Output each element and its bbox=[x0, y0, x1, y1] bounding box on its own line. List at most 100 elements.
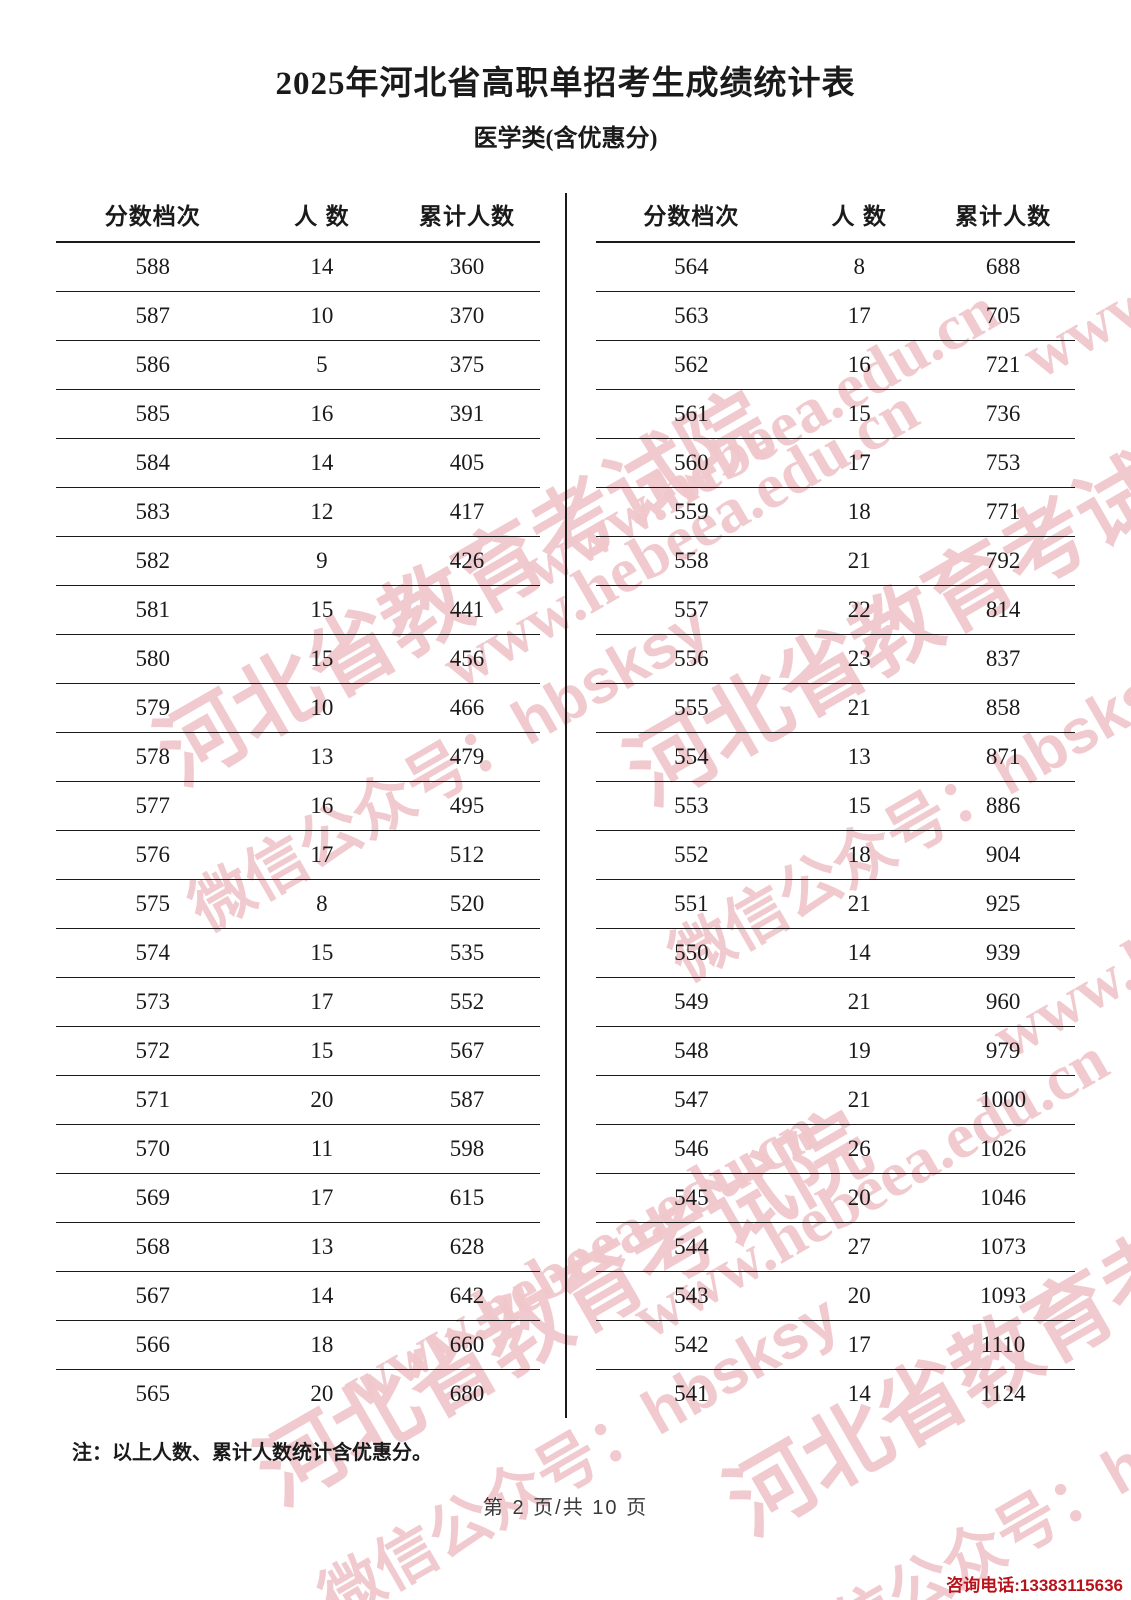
cumulative-cell: 814 bbox=[931, 585, 1075, 635]
score-cell: 566 bbox=[56, 1320, 250, 1370]
cumulative-cell: 466 bbox=[394, 683, 540, 733]
cumulative-cell: 1124 bbox=[980, 1381, 1026, 1406]
cumulative-cell: 391 bbox=[394, 389, 540, 439]
table-header-row: 分数档次 人 数 累计人数 bbox=[56, 193, 540, 242]
table-row: 547 21 1000 bbox=[595, 1075, 1075, 1125]
count-cell: 15 bbox=[249, 634, 395, 684]
table-row: 560 17 753 bbox=[595, 438, 1075, 488]
score-cell: 561 bbox=[595, 389, 788, 439]
cumulative-cell: 1073 bbox=[931, 1222, 1075, 1272]
count-cell: 27 bbox=[787, 1222, 932, 1272]
cumulative-cell: 1046 bbox=[931, 1173, 1075, 1223]
table-row: 575 8 520 bbox=[56, 879, 540, 929]
score-cell: 557 bbox=[595, 585, 788, 635]
table-row: 551 21 925 bbox=[595, 879, 1075, 929]
table-row: 550 14 939 bbox=[595, 928, 1075, 978]
table-row: 584 14 405 bbox=[56, 438, 540, 488]
cumulative-cell: 426 bbox=[394, 536, 540, 586]
score-cell: 573 bbox=[56, 977, 250, 1027]
score-table-left: 分数档次 人 数 累计人数 588 14 360 587 10 370 586 5 375 585… bbox=[56, 193, 540, 1418]
table-row: 568 13 628 bbox=[56, 1222, 540, 1272]
count-cell: 15 bbox=[787, 389, 932, 439]
count-cell: 9 bbox=[249, 536, 395, 586]
page-title: 2025年河北省高职单招考生成绩统计表 bbox=[275, 66, 856, 102]
table-row: 557 22 814 bbox=[595, 585, 1075, 635]
cumulative-cell: 1093 bbox=[931, 1271, 1075, 1321]
score-cell: 551 bbox=[595, 879, 788, 929]
cumulative-cell: 567 bbox=[394, 1026, 540, 1076]
cumulative-cell: 705 bbox=[931, 291, 1075, 341]
cumulative-cell: 660 bbox=[394, 1320, 540, 1370]
count-cell: 18 bbox=[249, 1320, 395, 1370]
score-cell: 543 bbox=[595, 1271, 788, 1321]
page-indicator: 第 2 页/共 10 页 bbox=[482, 1497, 649, 1519]
score-cell: 571 bbox=[56, 1075, 250, 1125]
table-row: 567 14 642 bbox=[56, 1271, 540, 1321]
score-cell: 565 bbox=[135, 1381, 170, 1406]
table-row: 561 15 736 bbox=[595, 389, 1075, 439]
score-cell: 570 bbox=[56, 1124, 250, 1174]
count-cell: 11 bbox=[249, 1124, 395, 1174]
count-cell: 10 bbox=[249, 683, 395, 733]
score-cell: 545 bbox=[595, 1173, 788, 1223]
table-row: 543 20 1093 bbox=[595, 1271, 1075, 1321]
score-cell: 574 bbox=[56, 928, 250, 978]
table-row: 559 18 771 bbox=[595, 487, 1075, 537]
count-cell: 13 bbox=[787, 732, 932, 782]
cumulative-cell: 417 bbox=[394, 487, 540, 537]
count-cell: 16 bbox=[249, 389, 395, 439]
count-cell: 20 bbox=[310, 1381, 334, 1406]
score-cell: 588 bbox=[56, 242, 250, 292]
cumulative-cell: 736 bbox=[931, 389, 1075, 439]
score-cell: 582 bbox=[56, 536, 250, 586]
table-row: 548 19 979 bbox=[595, 1026, 1075, 1076]
score-cell: 549 bbox=[595, 977, 788, 1027]
cumulative-cell: 939 bbox=[931, 928, 1075, 978]
cumulative-cell: 587 bbox=[394, 1075, 540, 1125]
cumulative-cell: 1110 bbox=[931, 1320, 1075, 1370]
table-row: 578 13 479 bbox=[56, 732, 540, 782]
count-cell: 12 bbox=[249, 487, 395, 537]
column-header-score: 分数档次 bbox=[643, 203, 740, 229]
score-cell: 550 bbox=[595, 928, 788, 978]
table-row: 565 20 680 bbox=[56, 1370, 540, 1419]
table-row: 566 18 660 bbox=[56, 1320, 540, 1370]
count-cell: 23 bbox=[787, 634, 932, 684]
table-row: 580 15 456 bbox=[56, 634, 540, 684]
count-cell: 13 bbox=[249, 732, 395, 782]
count-cell: 15 bbox=[249, 928, 395, 978]
score-cell: 585 bbox=[56, 389, 250, 439]
table-row: 586 5 375 bbox=[56, 340, 540, 390]
table-row: 555 21 858 bbox=[595, 683, 1075, 733]
cumulative-cell: 479 bbox=[394, 732, 540, 782]
table-row: 554 13 871 bbox=[595, 732, 1075, 782]
table-row: 583 12 417 bbox=[56, 487, 540, 537]
score-cell: 577 bbox=[56, 781, 250, 831]
count-cell: 8 bbox=[249, 879, 395, 929]
count-cell: 21 bbox=[787, 977, 932, 1027]
count-cell: 15 bbox=[787, 781, 932, 831]
table-row: 556 23 837 bbox=[595, 634, 1075, 684]
score-cell: 581 bbox=[56, 585, 250, 635]
score-table-right: 分数档次 人 数 累计人数 564 8 688 563 17 705 562 16 721 561… bbox=[595, 193, 1076, 1419]
table-row: 541 14 1124 bbox=[596, 1370, 1076, 1419]
count-cell: 10 bbox=[249, 291, 395, 341]
cumulative-cell: 858 bbox=[931, 683, 1075, 733]
cumulative-cell: 441 bbox=[394, 585, 540, 635]
count-cell: 26 bbox=[787, 1124, 932, 1174]
count-cell: 20 bbox=[249, 1075, 395, 1125]
table-row: 576 17 512 bbox=[56, 830, 540, 880]
score-cell: 567 bbox=[56, 1271, 250, 1321]
column-divider bbox=[564, 193, 567, 1418]
table-row: 588 14 360 bbox=[56, 242, 540, 292]
score-cell: 586 bbox=[56, 340, 250, 390]
cumulative-cell: 904 bbox=[931, 830, 1075, 880]
count-cell: 15 bbox=[249, 585, 395, 635]
score-cell: 584 bbox=[56, 438, 250, 488]
cumulative-cell: 360 bbox=[394, 242, 540, 292]
table-row: 573 17 552 bbox=[56, 977, 540, 1027]
count-cell: 17 bbox=[249, 830, 395, 880]
count-cell: 14 bbox=[249, 1271, 395, 1321]
cumulative-cell: 370 bbox=[394, 291, 540, 341]
